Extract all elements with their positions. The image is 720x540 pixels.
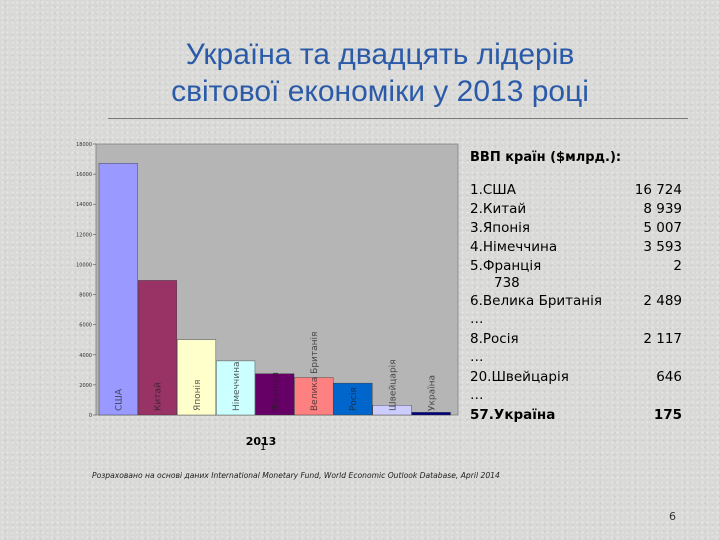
- bar-label: Швейцарія: [388, 359, 398, 411]
- country-name: 1.США: [470, 182, 516, 198]
- y-tick-label: 10000: [76, 262, 92, 268]
- page-number: 6: [669, 510, 676, 523]
- info-row: 2.Китай 8 939: [470, 200, 700, 219]
- gdp-value: 16 724: [634, 182, 682, 198]
- info-rows: 1.США 16 724 2.Китай 8 939 3.Японія 5 007 4.Ні…: [470, 181, 700, 425]
- title-line-2: світової економіки у 2013 році: [171, 75, 589, 108]
- bar-label: Франція: [271, 372, 281, 411]
- title-divider: [108, 118, 688, 119]
- ellipsis: …: [470, 349, 484, 365]
- country-name: 2.Китай: [470, 201, 527, 217]
- gdp-info-panel: ВВП країн ($млрд.): 1.США 16 724 2.Китай 8 …: [470, 150, 700, 425]
- bar: [333, 382, 373, 416]
- info-row: 57.Україна 175: [470, 406, 700, 425]
- info-row: 1.США 16 724: [470, 181, 700, 200]
- bar-label: Україна: [427, 375, 437, 411]
- info-row: 4.Німеччина 3 593: [470, 238, 700, 257]
- bar-label: Китай: [154, 382, 164, 411]
- bar: [255, 373, 295, 416]
- y-tick-label: 12000: [76, 232, 92, 238]
- gdp-value: 5 007: [643, 220, 682, 236]
- info-row: 6.Велика Британія 2 489: [470, 292, 700, 311]
- title-line-1: Україна та двадцять лідерів: [185, 38, 575, 71]
- country-name: 4.Німеччина: [470, 239, 558, 255]
- gdp-value: 2: [673, 258, 682, 274]
- bar-label: Росія: [349, 387, 359, 411]
- gdp-value: 8 939: [643, 201, 682, 217]
- country-name: 8.Росія: [470, 331, 519, 347]
- gdp-value: 646: [656, 369, 682, 385]
- bar: [372, 405, 412, 416]
- ellipsis: …: [470, 387, 484, 403]
- bar-label: Японія: [193, 380, 203, 411]
- country-name: 20.Швейцарія: [470, 369, 569, 385]
- y-tick-label: 16000: [76, 172, 92, 178]
- bar: [411, 412, 451, 416]
- y-tick-label: 18000: [76, 142, 92, 148]
- bar: [294, 377, 334, 416]
- y-tick-label: 0: [89, 413, 92, 419]
- bar: [98, 163, 138, 416]
- bar: [137, 280, 177, 416]
- x-axis-label: 2013: [246, 435, 277, 448]
- info-row: 5.Франція 2: [470, 257, 700, 276]
- bar-label: США: [115, 388, 125, 411]
- ellipsis: …: [470, 311, 484, 327]
- gdp-value: 175: [653, 407, 682, 423]
- y-tick-label: 14000: [76, 202, 92, 208]
- bar-label: Велика Британія: [310, 332, 320, 411]
- bar: [177, 339, 217, 416]
- bar-label: Німеччина: [232, 362, 242, 411]
- info-row: 3.Японія 5 007: [470, 219, 700, 238]
- country-name: 3.Японія: [470, 220, 531, 236]
- info-header: ВВП країн ($млрд.):: [470, 150, 622, 165]
- gdp-value: 2 489: [643, 293, 682, 309]
- y-tick-label: 4000: [79, 353, 92, 359]
- info-row: 8.Росія 2 117: [470, 330, 700, 349]
- country-name: 57.Україна: [470, 407, 556, 423]
- y-tick-label: 6000: [79, 323, 92, 329]
- info-row: 20.Швейцарія 646: [470, 368, 700, 387]
- country-name: 5.Франція: [470, 258, 542, 274]
- y-tick-label: 2000: [79, 383, 92, 389]
- gdp-bar-chart: 0 2000 4000 6000 8000 10000 12000 14000 16000 180…: [76, 142, 459, 453]
- gdp-value: 3 593: [643, 239, 682, 255]
- y-tick-label: 8000: [79, 293, 92, 299]
- slide-title: Україна та двадцять лідерів світової еко…: [100, 36, 660, 110]
- gdp-value: 2 117: [643, 331, 682, 347]
- country-name: 6.Велика Британія: [470, 293, 603, 309]
- x-category-marker: 1: [260, 442, 266, 453]
- source-note: Розраховано на основі даних Internationa…: [92, 471, 500, 480]
- gdp-value-continued: 738: [494, 275, 520, 291]
- bar: [216, 360, 256, 416]
